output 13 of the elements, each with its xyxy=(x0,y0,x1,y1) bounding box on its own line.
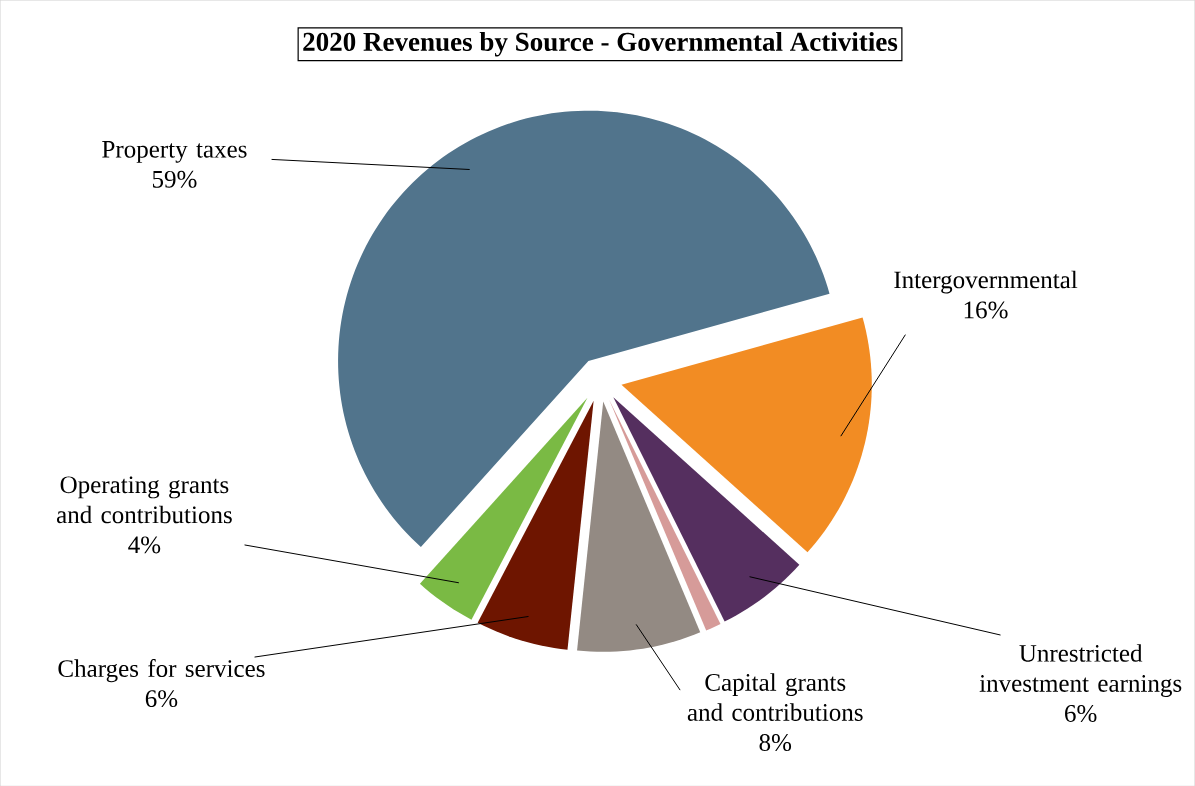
data-label: 4% xyxy=(128,536,161,554)
data-label: 59% xyxy=(152,170,197,188)
data-label: 16% xyxy=(964,301,1008,319)
slice-label: Charges for services xyxy=(58,658,265,682)
slice-label: Property taxes xyxy=(102,140,247,163)
slice-label: Intergovernmental xyxy=(894,270,1078,294)
data-label: 6% xyxy=(1065,704,1097,722)
slice-label: Operating grants and contributions xyxy=(56,476,232,524)
chart-title: 2020 Revenues by Source - Governmental Activities xyxy=(303,31,898,57)
slice-label: Unrestricted investment earnings xyxy=(979,644,1182,697)
data-label: 6% xyxy=(145,689,178,707)
data-label: 8% xyxy=(759,733,792,751)
slice-label: Capital grants and contributions xyxy=(687,673,863,721)
